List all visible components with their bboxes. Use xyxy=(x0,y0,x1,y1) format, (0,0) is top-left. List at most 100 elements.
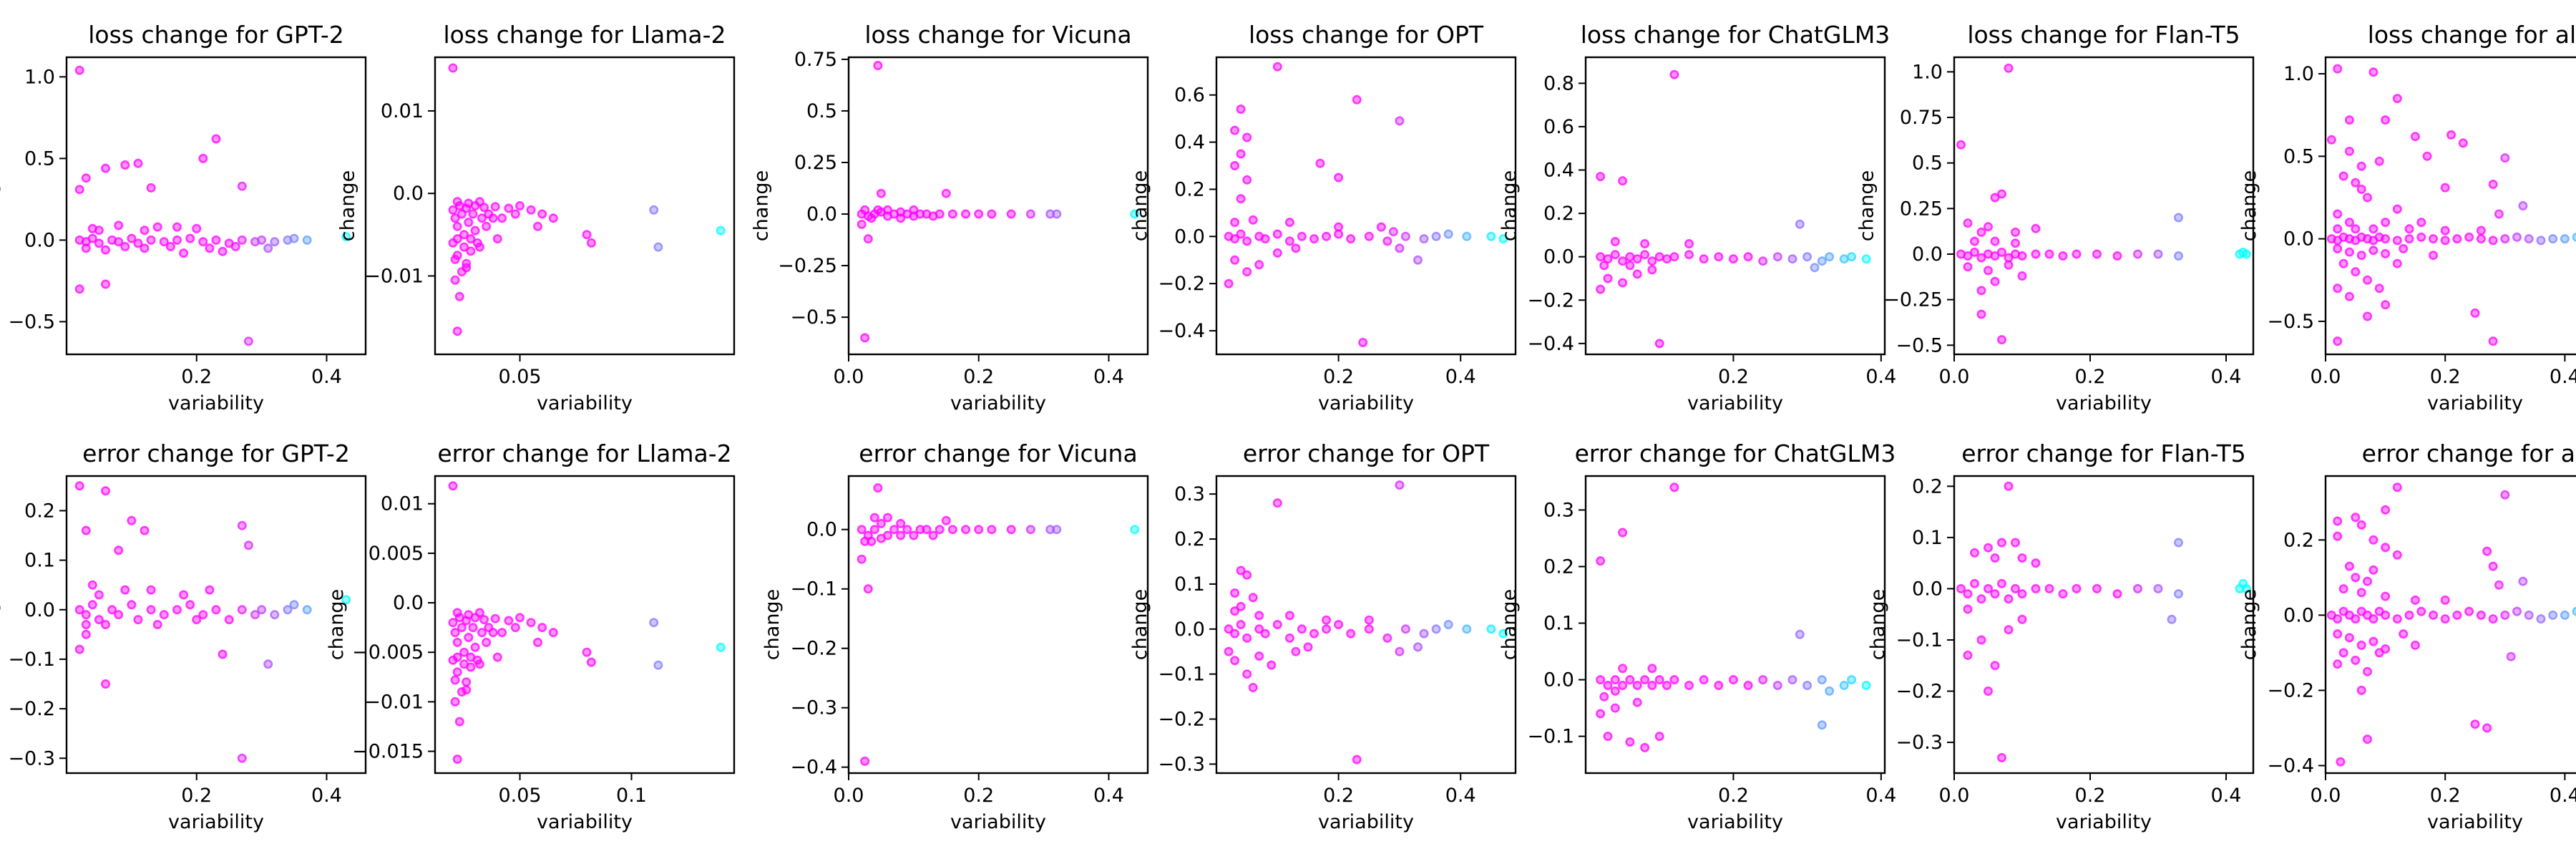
scatter-point xyxy=(2440,236,2450,246)
x-axis-label: variability xyxy=(1318,811,1414,833)
scatter-point xyxy=(1984,583,1994,593)
y-axis-label: change xyxy=(751,170,773,241)
scatter-point xyxy=(1802,680,1813,690)
y-tick-label: 1.0 xyxy=(24,66,55,88)
scatter-point xyxy=(1230,255,1240,265)
scatter-point xyxy=(526,618,536,628)
y-tick-label: −0.2 xyxy=(1158,709,1205,731)
scatter-point xyxy=(1346,234,1356,244)
scatter-point xyxy=(341,595,351,605)
scatter-point xyxy=(2017,589,2027,599)
scatter-point xyxy=(466,652,476,662)
scatter-point xyxy=(1352,94,1362,105)
axes-frame xyxy=(2324,475,2576,775)
y-tick-label: 0.3 xyxy=(1174,483,1205,505)
scatter-point xyxy=(2344,218,2354,228)
scatter-point xyxy=(860,756,870,766)
scatter-point xyxy=(883,205,893,215)
scatter-point xyxy=(1358,337,1368,347)
scatter-point xyxy=(263,659,273,669)
scatter-points xyxy=(1224,480,1508,765)
scatter-point xyxy=(2004,625,2014,635)
scatter-point xyxy=(928,530,938,540)
scatter-point xyxy=(1990,276,2000,286)
scatter-point xyxy=(470,225,480,236)
scatter-point xyxy=(2031,249,2041,259)
scatter-point xyxy=(2404,234,2414,244)
x-tick-label: 0.0 xyxy=(834,366,864,388)
y-tick-label: 0.3 xyxy=(1543,499,1574,521)
scatter-points xyxy=(1956,481,2252,763)
x-axis-label: variability xyxy=(2056,392,2152,414)
scatter-point xyxy=(2399,629,2409,639)
scatter-point xyxy=(716,225,726,236)
scatter-point xyxy=(1297,624,1307,634)
x-tick-label: 0.4 xyxy=(311,366,342,388)
y-tick-label: 0.2 xyxy=(1174,178,1205,200)
scatter-point xyxy=(2381,543,2391,553)
scatter-point xyxy=(2092,583,2102,593)
scatter-point xyxy=(2464,606,2474,616)
scatter-point xyxy=(1236,601,1246,611)
scatter-point xyxy=(1795,629,1805,639)
y-tick-label: −0.3 xyxy=(1158,753,1205,775)
scatter-point xyxy=(860,205,870,215)
scatter-point xyxy=(127,233,137,243)
scatter-point xyxy=(1610,675,1620,685)
scatter-point xyxy=(2410,595,2420,605)
scatter-point xyxy=(477,213,487,223)
subplot-title: loss change for ChatGLM3 xyxy=(1581,21,1890,49)
scatter-point xyxy=(2356,520,2366,530)
scatter-point xyxy=(2399,243,2409,253)
scatter-point xyxy=(1413,255,1423,265)
scatter-point xyxy=(457,687,467,697)
scatter-point xyxy=(548,628,558,638)
scatter-point xyxy=(1260,629,1270,639)
y-tick-label: −0.2 xyxy=(790,638,837,660)
scatter-point xyxy=(237,520,247,530)
scatter-point xyxy=(1291,243,1301,253)
scatter-point xyxy=(1052,209,1062,219)
scatter-point xyxy=(1498,629,1508,639)
x-axis-label: variability xyxy=(537,811,633,833)
scatter-point xyxy=(2392,482,2402,492)
y-axis-label: change xyxy=(337,170,359,241)
scatter-point xyxy=(1236,229,1246,239)
y-tick-label: −0.5 xyxy=(2267,311,2314,333)
scatter-point xyxy=(1990,661,2000,671)
scatter-point xyxy=(482,221,492,231)
x-tick-label: 0.05 xyxy=(498,785,541,807)
scatter-point xyxy=(1817,256,1827,266)
scatter-point xyxy=(1795,219,1805,229)
scatter-point xyxy=(2548,234,2558,244)
y-tick-label: −0.25 xyxy=(1883,289,1943,311)
y-tick-label: 0.0 xyxy=(393,183,424,205)
scatter-point xyxy=(2560,610,2570,620)
scatter-point xyxy=(863,234,873,244)
subplot-4: loss change for OPT 0.2 0.4 −0.4 −0.2 0.0 0.2 0… xyxy=(1129,21,1517,414)
scatter-point xyxy=(1997,538,2007,548)
scatter-point xyxy=(146,585,156,595)
scatter-point xyxy=(1997,335,2007,345)
scatter-point xyxy=(2344,633,2354,643)
scatter-point xyxy=(450,697,460,707)
scatter-point xyxy=(1640,742,1650,752)
scatter-point xyxy=(1260,234,1270,244)
scatter-point xyxy=(1847,675,1857,685)
scatter-point xyxy=(1025,525,1035,535)
scatter-point xyxy=(490,613,500,623)
scatter-point xyxy=(1802,252,1813,262)
scatter-point xyxy=(1309,629,1319,639)
scatter-point xyxy=(1025,209,1035,219)
scatter-point xyxy=(2494,580,2504,590)
y-axis-label: change xyxy=(326,589,348,660)
scatter-point xyxy=(224,615,234,625)
scatter-point xyxy=(2356,161,2366,171)
scatter-point xyxy=(185,233,195,243)
scatter-point xyxy=(1272,229,1282,239)
scatter-point xyxy=(876,533,886,543)
x-tick-label: 0.4 xyxy=(1445,785,1476,807)
axes-frame xyxy=(1215,475,1517,775)
scatter-point xyxy=(1956,140,1966,150)
y-axis-label: change xyxy=(0,170,1,241)
